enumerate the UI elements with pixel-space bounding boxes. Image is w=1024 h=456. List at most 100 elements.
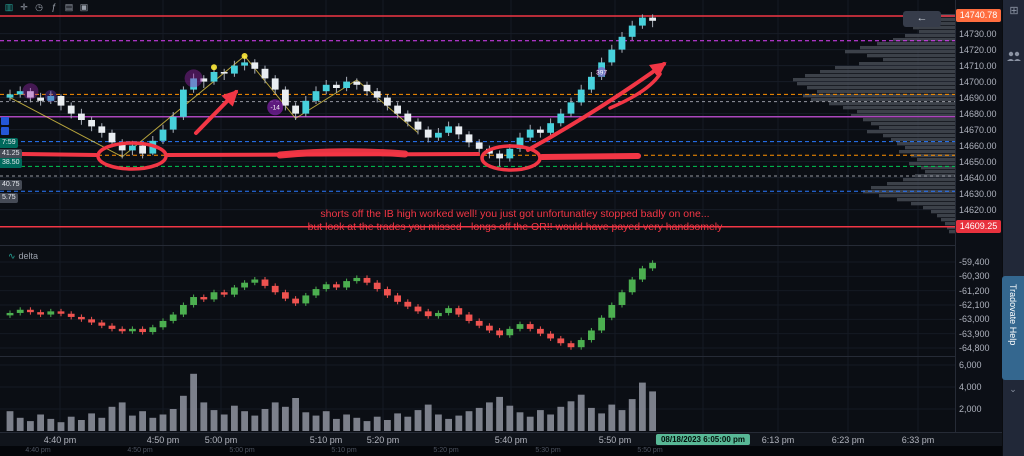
drawn-line-left[interactable]	[20, 152, 98, 157]
volume-profile-bar	[863, 118, 955, 122]
time-axis-label: 6:23 pm	[831, 435, 865, 445]
volume-profile-bar	[913, 26, 955, 30]
volume-profile-bar	[843, 106, 955, 110]
volume-bar	[445, 418, 452, 431]
candle-body	[577, 89, 585, 103]
candle-body	[608, 49, 616, 63]
volume-bar	[537, 410, 544, 431]
time-axis-label: 4:50 pm	[146, 435, 180, 445]
volume-bar	[649, 391, 656, 431]
volume-bar	[57, 422, 65, 431]
delta-body	[475, 320, 483, 326]
volume-bar	[88, 413, 95, 431]
candle-body	[526, 129, 534, 138]
volume-bar	[608, 404, 616, 431]
volume-profile-bar	[871, 186, 955, 190]
volume-bar	[98, 417, 106, 431]
volume-bar	[404, 416, 412, 431]
object-tree-icon[interactable]	[1, 117, 9, 125]
volume-profile-bar	[937, 214, 955, 218]
candle-body	[333, 84, 340, 88]
delta-body	[169, 314, 177, 321]
mini-timeline[interactable]: 4:40 pm 4:50 pm 5:00 pm 5:10 pm 5:20 pm 5:30 …	[0, 446, 1002, 456]
volume-bar	[302, 412, 310, 431]
volume-profile-bar	[817, 90, 955, 94]
chart-style-icon[interactable]: ▥	[4, 2, 14, 12]
panel-divider-1[interactable]	[0, 245, 1002, 246]
volume-bar	[322, 411, 330, 431]
delta-body	[608, 304, 616, 318]
drawn-ellipse-1[interactable]	[96, 141, 168, 171]
candle-body	[639, 17, 646, 26]
chevron-down-icon[interactable]: ⌄	[1009, 384, 1017, 394]
community-icon[interactable]	[1003, 50, 1024, 65]
mini-time-label: 4:40 pm	[25, 447, 51, 454]
volume-profile-bar	[923, 206, 955, 210]
volume-profile-bar	[859, 62, 955, 66]
delta-body	[567, 343, 575, 348]
delta-body	[200, 297, 208, 300]
volume-profile-bar	[931, 18, 955, 22]
volume-bar	[200, 402, 208, 431]
volume-bar	[435, 414, 442, 431]
alert-flag-icon[interactable]	[1, 127, 9, 135]
drawn-arrow-2[interactable]	[526, 62, 667, 152]
volume-profile-bar	[887, 182, 955, 186]
volume-profile-bar	[919, 30, 955, 34]
time-axis[interactable]: 4:40 pm 4:50 pm 5:00 pm 5:10 pm 5:20 pm 5:40 …	[0, 432, 1002, 447]
volume-bar	[220, 414, 228, 431]
panel-divider-2[interactable]	[0, 356, 1002, 357]
volume-bar	[567, 401, 575, 431]
volume-bar	[37, 414, 44, 431]
candle-body	[455, 126, 463, 135]
candle-body	[88, 120, 95, 127]
volume-bar	[506, 405, 514, 431]
volume-profile-bar	[807, 86, 955, 90]
delta-body	[139, 328, 146, 333]
candle-body	[57, 96, 65, 106]
delta-axis-label: -61,200	[959, 285, 990, 296]
delta-body	[414, 306, 422, 312]
drawn-arrow-2-stroke[interactable]	[608, 72, 662, 110]
delta-body	[88, 319, 95, 323]
delta-body	[455, 308, 463, 315]
candle-body	[506, 148, 514, 159]
delta-body	[129, 328, 136, 332]
volume-bar	[282, 406, 289, 431]
back-button[interactable]: ←	[903, 11, 941, 27]
volume-profile-bar	[867, 54, 955, 58]
delta-body	[271, 285, 279, 293]
tradovate-help-tab[interactable]: Tradovate Help	[1002, 276, 1024, 380]
candle-body	[129, 145, 136, 151]
left-price-tag: 40.75	[0, 180, 22, 190]
snapshot-icon[interactable]: ▣	[79, 2, 89, 12]
left-price-tag: 38.50	[0, 158, 22, 168]
delta-axis-label: -59,400	[959, 257, 990, 267]
volume-bar	[577, 394, 585, 431]
candle-body	[465, 134, 473, 143]
candle-body	[159, 129, 167, 141]
candle-body	[567, 102, 575, 114]
drawn-line-thick[interactable]	[276, 148, 409, 159]
apps-grid-icon[interactable]: ⊞	[1009, 5, 1019, 17]
chart-canvas[interactable]: -14 397	[0, 0, 1002, 456]
crosshair-icon[interactable]: ✛	[20, 2, 28, 12]
price-axis-label: 14650.00	[959, 157, 997, 167]
delta-body	[98, 322, 106, 326]
volume-bar	[363, 421, 371, 431]
volume-bar	[180, 395, 187, 431]
delta-body	[557, 338, 565, 344]
chart-toolbar: ▥ ✛ ◷ ƒ ▤ ▣	[3, 1, 90, 13]
annotation-line-2: but look at the trades you missed - long…	[307, 221, 723, 233]
time-axis-label: 5:20 pm	[366, 435, 400, 445]
delta-body	[37, 312, 44, 315]
volume-bar	[384, 420, 391, 431]
indicators-icon[interactable]: ƒ	[51, 2, 57, 12]
signal-marker	[267, 99, 284, 116]
interval-icon[interactable]: ◷	[35, 2, 43, 12]
drawn-line-right[interactable]	[539, 153, 641, 160]
volume-bar	[169, 409, 177, 431]
layout-icon[interactable]: ▤	[64, 2, 74, 12]
replay-time-tag: 08/18/2023 6:05:00 pm	[655, 434, 751, 445]
drawn-arrow-1[interactable]	[194, 89, 239, 135]
